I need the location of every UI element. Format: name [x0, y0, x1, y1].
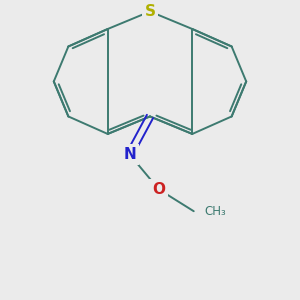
Text: S: S	[145, 4, 155, 19]
Text: O: O	[152, 182, 165, 197]
Text: N: N	[123, 147, 136, 162]
Text: CH₃: CH₃	[204, 205, 226, 218]
